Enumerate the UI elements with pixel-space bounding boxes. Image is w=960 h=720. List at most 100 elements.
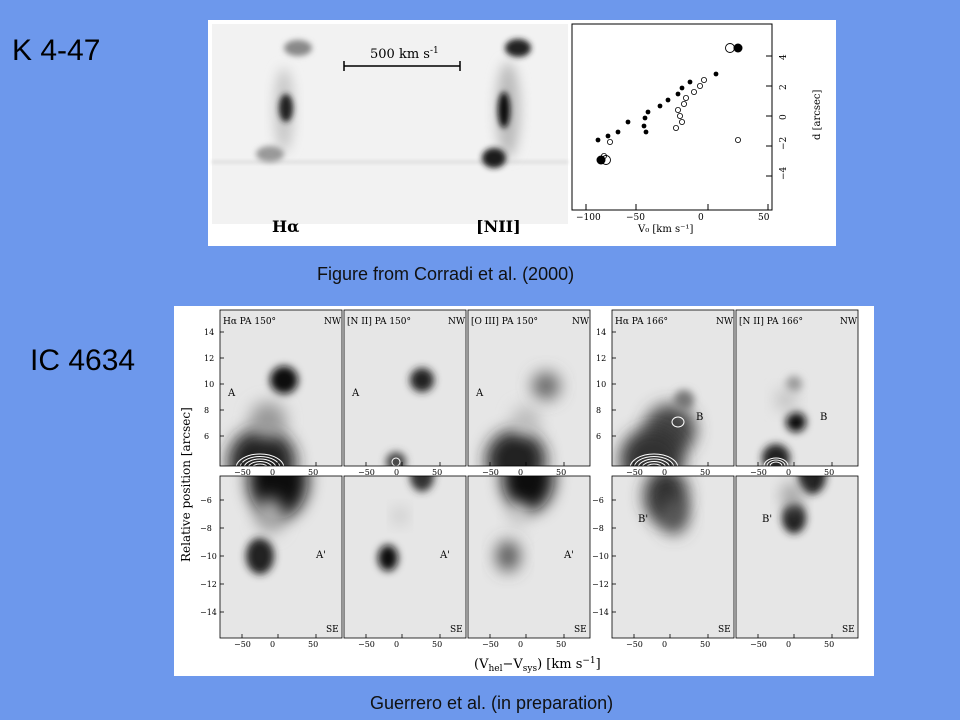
panel-ytick: 8: [596, 406, 601, 415]
pv-point-open: [680, 101, 687, 108]
pv-xtick: −50: [626, 213, 645, 223]
panel-xtick: −50: [626, 468, 643, 477]
panel-nw: NW: [572, 317, 590, 327]
pv-xlabel: V₀ [km s⁻¹]: [637, 224, 693, 235]
pv-point-open: [672, 125, 679, 132]
panel-nw: NW: [448, 317, 466, 327]
panel-ytick: 12: [596, 354, 606, 363]
pv-panel: Hα PA 150° NW SE A A' −50 0 50 −50 0 50 14 12 10 8 6 −6 −…: [200, 309, 343, 649]
panel-xtick: −50: [750, 640, 767, 649]
panel-nw: NW: [840, 317, 858, 327]
pv-ytick: −2: [779, 137, 789, 150]
panel-xtick: 0: [394, 468, 399, 477]
pv-panel: [N II] PA 150° NW SE A A' −50 0 50 −50 0 50: [343, 309, 467, 649]
panel-se: SE: [574, 625, 587, 635]
panel-ytick: 6: [204, 432, 209, 441]
pv-point-filled: [665, 97, 671, 103]
halpha-label: Hα: [272, 217, 299, 236]
pv-point-open: [606, 139, 613, 146]
pv-point-open: [696, 83, 703, 90]
panel-xtick: 50: [432, 640, 442, 649]
pv-panels-xlabel: (Vhel−Vsys) [km s−1]: [474, 656, 601, 674]
panel-nw: NW: [324, 317, 342, 327]
panel-se: SE: [326, 625, 339, 635]
panel-ytick: −6: [200, 496, 212, 505]
panel-se: SE: [718, 625, 731, 635]
knot-label-bottom: A': [315, 550, 326, 561]
pv-panels-ylabel: Relative position [arcsec]: [179, 407, 193, 562]
pv-ytick: 4: [779, 54, 789, 60]
pv-point-open: [682, 95, 689, 102]
panel-xtick: −50: [626, 640, 643, 649]
panel-ytick: −10: [200, 552, 217, 561]
panel-ytick: −6: [592, 496, 604, 505]
panel-xtick: 50: [700, 640, 710, 649]
panel-ytick: 8: [204, 406, 209, 415]
pv-panel: Hα PA 166° NW SE B B' −50 0 50 −50 0 50 14 12 10 8 6 −6 −…: [592, 309, 735, 649]
panel-xtick: 50: [824, 468, 834, 477]
panel-xtick: −50: [750, 468, 767, 477]
panel-ytick: 6: [596, 432, 601, 441]
pv-point-filled: [645, 109, 651, 115]
panel-xtick: 50: [556, 640, 566, 649]
panel-ytick: −14: [592, 608, 609, 617]
pv-point-open-large: [725, 43, 735, 53]
pv-xtick: −100: [576, 213, 601, 223]
panel-xtick: 0: [270, 640, 275, 649]
pv-point-filled: [625, 119, 631, 125]
pv-point-filled: [687, 79, 693, 85]
title-k447: K 4-47: [12, 34, 101, 67]
knot-label-bottom: B': [638, 514, 648, 525]
knot-label-top: A: [475, 388, 484, 399]
panel-xtick: 0: [518, 640, 523, 649]
pv-xtick: 50: [758, 213, 770, 223]
pv-point-open: [700, 77, 707, 84]
pv-ytick: −4: [779, 166, 789, 180]
panel-ytick: −12: [200, 580, 217, 589]
pv-point-filled: [615, 129, 621, 135]
panel-xtick: 50: [556, 468, 566, 477]
panel-xtick: 0: [662, 468, 667, 477]
knot-label-bottom: B': [762, 514, 772, 525]
panel-xtick: −50: [482, 640, 499, 649]
pv-panel: [O III] PA 150° NW SE A A' −50 0 50 −50 0 50: [467, 309, 591, 649]
panel-ytick: 14: [204, 328, 214, 337]
panel-xtick: −50: [358, 640, 375, 649]
panel-ytick: 10: [596, 380, 606, 389]
panel-xtick: 0: [270, 468, 275, 477]
panel-ytick: −12: [592, 580, 609, 589]
knot-label-top: B: [820, 412, 827, 423]
pv-xtick: 0: [698, 213, 704, 223]
pv-point-open: [690, 89, 697, 96]
panel-se: SE: [842, 625, 855, 635]
panel-label: Hα PA 150°: [223, 317, 276, 327]
panel-xtick: −50: [482, 468, 499, 477]
pv-point-filled: [642, 115, 648, 121]
pv-point-open: [676, 113, 683, 120]
panel-ytick: 14: [596, 328, 606, 337]
panel-ytick: −8: [592, 524, 604, 533]
pv-point-filled: [643, 129, 649, 135]
panel-ytick: 10: [204, 380, 214, 389]
panel-xtick: −50: [234, 640, 251, 649]
panel-xtick: 0: [786, 468, 791, 477]
pv-plot: −100 −50 0 50 4 2 0 −2 −4 V₀ [km s⁻¹] d [arcsec]: [571, 23, 823, 235]
panel-ytick: −8: [200, 524, 212, 533]
panel-xtick: 50: [824, 640, 834, 649]
knot-label-bottom: A': [439, 550, 450, 561]
pv-point-filled: [641, 123, 647, 129]
panel-xtick: 50: [432, 468, 442, 477]
pv-point-filled: [679, 85, 685, 91]
panel-label: [N II] PA 166°: [739, 317, 803, 327]
panel-xtick: 50: [308, 640, 318, 649]
pv-point-open-large: [601, 155, 611, 165]
panel-xtick: 50: [308, 468, 318, 477]
pv-ylabel: d [arcsec]: [812, 90, 823, 140]
knot-label-bottom: A': [563, 550, 574, 561]
panel-xtick: 0: [394, 640, 399, 649]
pv-point-filled: [675, 91, 681, 97]
pv-ytick: 0: [779, 114, 789, 120]
panel-xtick: 0: [662, 640, 667, 649]
figure-ic4634: Hα PA 150° NW SE A A' −50 0 50 −50 0 50 14 12 10 8 6 −6 −…: [174, 306, 874, 676]
knot-label-top: A: [227, 388, 236, 399]
